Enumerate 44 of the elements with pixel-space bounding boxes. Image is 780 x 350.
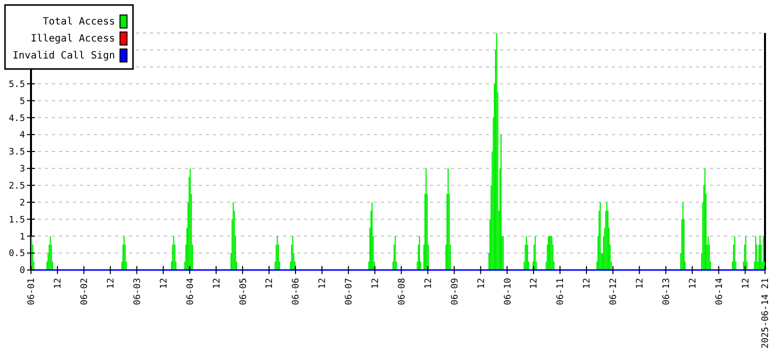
legend-label: Total Access [42, 16, 115, 28]
x-tick-label: 12 [476, 278, 487, 289]
y-tick-label: 1.5 [8, 215, 25, 226]
x-tick-label: 06-09 [450, 278, 460, 306]
y-tick-label: 4.5 [8, 114, 25, 124]
y-tick-label: 1 [20, 232, 25, 242]
y-tick-label: 2 [20, 198, 25, 208]
x-tick-label: 12 [318, 278, 328, 289]
legend-label: Invalid Call Sign [12, 50, 115, 62]
x-tick-label: 12 [530, 278, 540, 289]
x-tick-label: 12 [424, 278, 434, 289]
x-tick-label: 12 [582, 278, 593, 289]
y-tick-label: 0 [20, 266, 25, 276]
x-tick-label: 06-07 [344, 278, 355, 306]
x-tick-label: 06-01 [27, 278, 38, 306]
x-tick-label: 06-05 [238, 278, 249, 306]
y-tick-label: 5.5 [8, 80, 25, 90]
x-tick-label: 06-14 [714, 278, 725, 306]
x-tick-label: 12 [106, 278, 116, 289]
x-tick-label: 12 [371, 278, 382, 289]
y-tick-label: 0.5 [8, 249, 25, 260]
x-tick-label: 06-08 [397, 278, 408, 306]
x-tick-label: 06-04 [186, 278, 196, 306]
x-tick-label: 12 [688, 278, 698, 289]
x-tick-label: 12 [265, 278, 276, 289]
x-tick-label: 06-02 [80, 278, 90, 306]
x-tick-label: 06-13 [662, 278, 672, 306]
x-tick-label: 06-11 [556, 278, 566, 306]
legend-label: Illegal Access [30, 34, 115, 44]
y-tick-label: 4 [20, 130, 25, 141]
y-tick-label: 3.5 [8, 148, 25, 158]
x-tick-label: 06-12 [609, 278, 620, 306]
y-tick-label: 3 [20, 164, 25, 175]
x-tick-label: 12 [741, 278, 752, 289]
x-tick-label: 12 [159, 278, 170, 289]
x-tick-label: 06-06 [292, 278, 302, 306]
x-tick-label: 12 [54, 278, 64, 289]
y-tick-label: 2.5 [8, 182, 25, 192]
x-tick-label: 06-10 [503, 278, 514, 306]
x-tick-label: 2025-06-14 21 [761, 278, 772, 348]
x-tick-label: 12 [212, 278, 222, 289]
y-tick-label: 5 [20, 96, 25, 107]
x-tick-label: 12 [636, 278, 646, 289]
x-tick-label: 06-03 [132, 278, 143, 306]
